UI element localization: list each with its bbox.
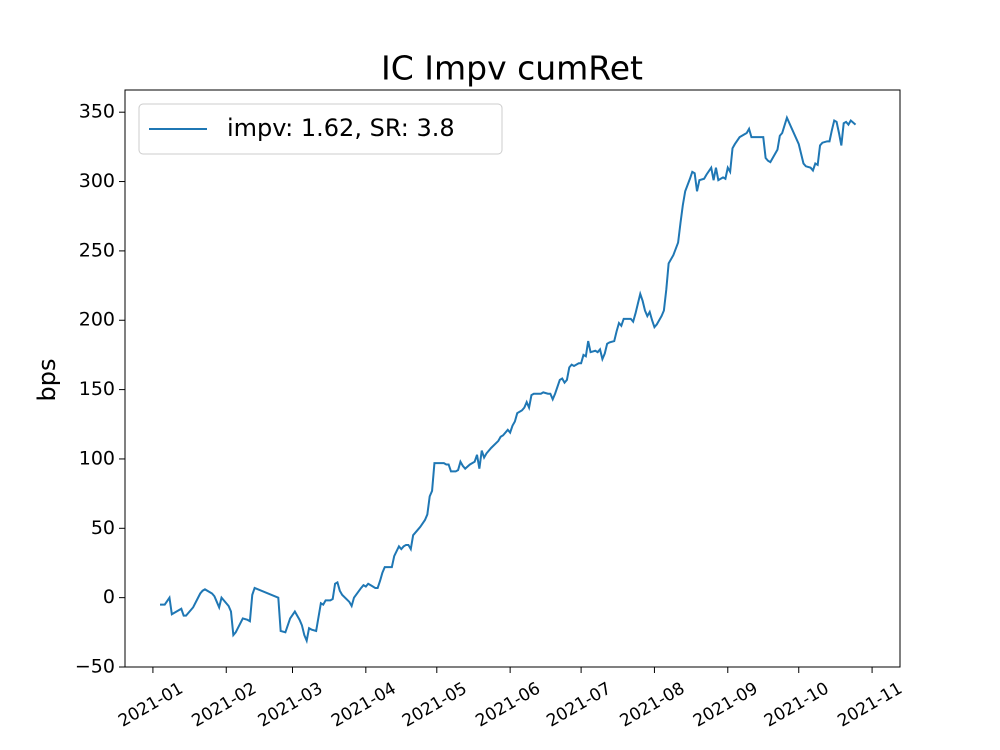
x-tick-label: 2021-03 (255, 679, 327, 732)
x-tick-label: 2021-10 (761, 679, 833, 732)
y-tick-label: 300 (79, 170, 115, 192)
x-tick-label: 2021-07 (543, 679, 615, 732)
x-tick-label: 2021-06 (472, 679, 544, 732)
y-tick-label: 0 (103, 586, 115, 608)
x-tick-label: 2021-01 (115, 679, 187, 732)
y-tick-label: 200 (79, 309, 115, 331)
x-tick-label: 2021-02 (188, 679, 260, 732)
chart-title: IC Impv cumRet (381, 49, 643, 88)
y-tick-label: 250 (79, 239, 115, 261)
x-tick-label: 2021-05 (399, 679, 471, 732)
y-tick-label: 350 (79, 101, 115, 123)
plot-frame (124, 89, 901, 668)
legend-box (138, 103, 503, 155)
x-tick-label: 2021-11 (834, 679, 906, 732)
x-tick-label: 2021-08 (617, 679, 689, 732)
legend-label: impv: 1.62, SR: 3.8 (227, 114, 455, 142)
y-tick-label: 150 (79, 378, 115, 400)
x-tick-label: 2021-09 (690, 679, 762, 732)
y-tick-label: 50 (91, 517, 115, 539)
x-tick-label: 2021-04 (328, 679, 400, 732)
data-line (160, 114, 857, 645)
y-tick-label: 100 (79, 447, 115, 469)
y-axis-label: bps (33, 359, 61, 402)
y-tick-label: −50 (75, 656, 115, 678)
